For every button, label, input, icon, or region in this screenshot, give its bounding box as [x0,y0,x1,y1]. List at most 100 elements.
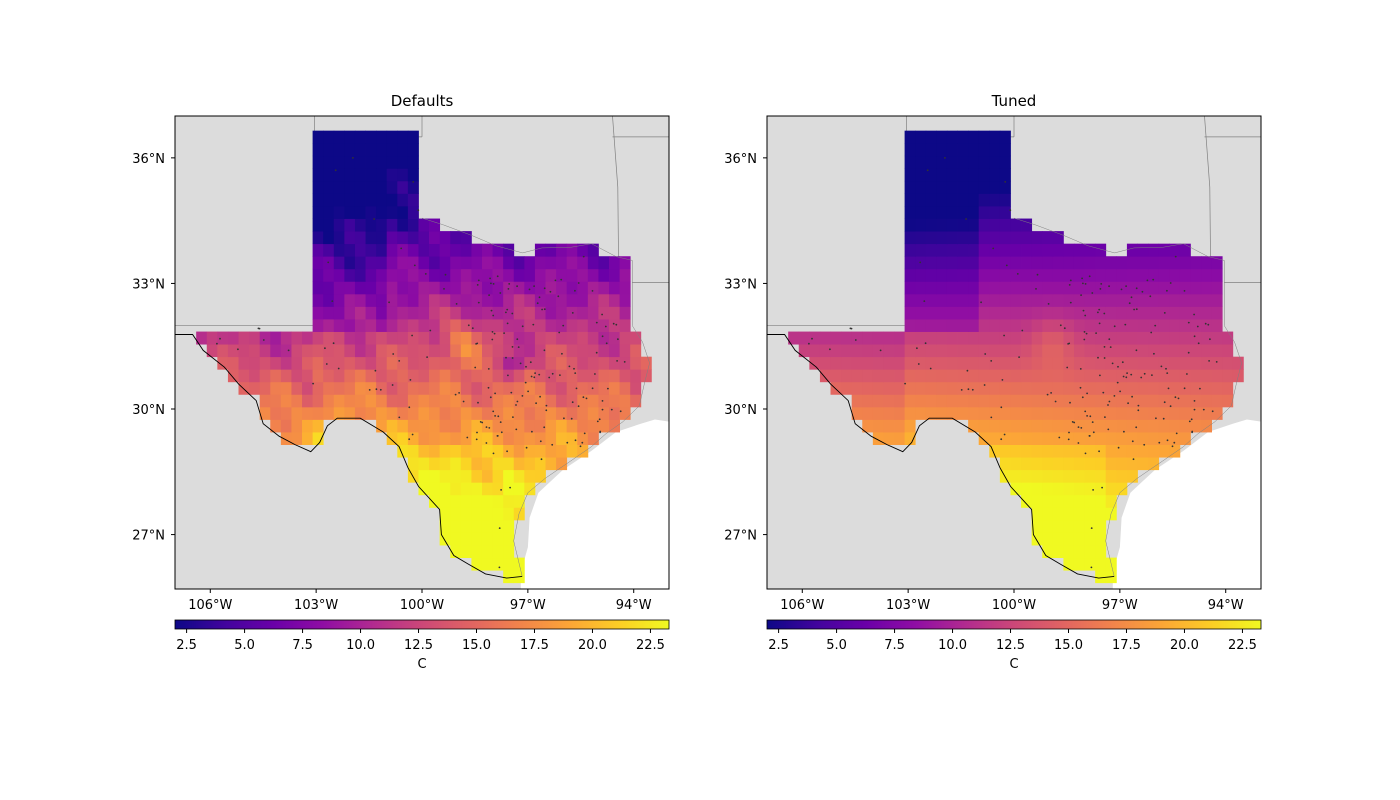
temperature-cell [936,369,948,383]
temperature-cell [534,444,546,458]
station-marker [400,247,403,250]
temperature-cell [862,344,874,358]
station-marker [1036,273,1039,276]
temperature-cell [524,331,536,345]
temperature-cell [968,319,980,332]
temperature-cell [323,394,335,408]
temperature-cell [418,293,430,307]
station-marker [607,387,609,390]
temperature-cell [376,319,388,332]
temperature-cell [587,394,599,408]
temperature-cell [407,218,419,232]
temperature-cell [481,557,493,571]
temperature-cell [1201,344,1212,358]
temperature-cell [566,369,578,383]
station-marker [1166,289,1168,292]
station-marker [604,325,607,328]
temperature-cell [1148,444,1160,458]
temperature-cell [1126,306,1138,320]
temperature-cell [238,381,250,395]
temperature-cell [1116,406,1128,420]
temperature-cell [291,406,303,420]
station-marker [1085,332,1088,335]
temperature-cell [481,256,493,270]
temperature-cell [989,268,1001,282]
temperature-cell [925,406,937,420]
temperature-cell [386,231,398,245]
colorbar-tick-label: 10.0 [938,638,967,653]
temperature-cell [1052,519,1064,533]
temperature-cell [999,331,1011,345]
station-marker [570,417,573,420]
station-marker [917,363,920,365]
temperature-cell [999,469,1011,483]
temperature-cell [968,356,980,370]
temperature-cell [587,369,599,383]
temperature-cell [1073,482,1085,496]
station-marker [1126,372,1128,374]
temperature-cell [386,130,398,144]
tuned-map[interactable]: 106°W 103°W 100°W 97°W 94°W27°N30°N33°N36°N2… [692,0,1292,800]
temperature-cell [989,293,1001,307]
temperature-cell [946,143,958,157]
temperature-cell [915,231,927,245]
station-marker [510,391,513,394]
temperature-cell [291,369,303,383]
temperature-cell [609,356,620,370]
temperature-cell [534,268,546,282]
station-marker [1108,338,1111,341]
temperature-cell [957,155,969,169]
station-marker [1175,432,1178,435]
temperature-cell [1010,218,1022,232]
station-marker [566,441,569,444]
temperature-cell [598,319,610,332]
station-marker [904,382,906,385]
temperature-cell [619,256,631,270]
temperature-cell [291,419,303,433]
station-marker [543,287,546,290]
station-marker [1149,295,1152,298]
temperature-cell [819,356,831,370]
temperature-cell [1042,243,1054,257]
station-marker [1077,442,1080,444]
temperature-cell [630,369,642,383]
temperature-cell [407,281,419,295]
colorbar-tick-label: 17.5 [520,638,549,653]
temperature-cell [1158,356,1170,370]
temperature-cell [556,331,568,345]
temperature-cell [999,356,1011,370]
temperature-cell [1031,293,1043,307]
temperature-cell [492,356,504,370]
temperature-cell [999,168,1011,182]
temperature-cell [492,243,504,257]
station-marker [1154,324,1157,327]
temperature-cell [534,394,546,408]
temperature-cell [259,356,271,370]
temperature-cell [439,344,451,358]
temperature-cell [1126,344,1138,358]
temperature-cell [1073,444,1085,458]
temperature-cell [534,457,546,471]
station-marker [1004,181,1007,183]
temperature-cell [524,281,536,295]
temperature-cell [1073,331,1085,345]
temperature-cell [1052,319,1064,332]
lon-tick-label: 97°W [1102,598,1138,613]
temperature-cell [354,256,366,270]
defaults-map[interactable]: 106°W 103°W 100°W 97°W 94°W27°N30°N33°N36°N2… [100,0,700,800]
station-marker [489,396,492,399]
temperature-cell [1095,469,1107,483]
temperature-cell [545,406,557,420]
temperature-cell [1158,319,1170,332]
temperature-cell [503,331,515,345]
temperature-cell [915,168,927,182]
temperature-cell [619,331,631,345]
temperature-cell [1052,381,1064,395]
temperature-cell [291,331,303,345]
station-marker [500,431,503,434]
temperature-cell [556,356,568,370]
temperature-cell [333,231,345,245]
station-marker [392,353,395,355]
temperature-cell [344,268,356,282]
temperature-cell [460,381,472,395]
